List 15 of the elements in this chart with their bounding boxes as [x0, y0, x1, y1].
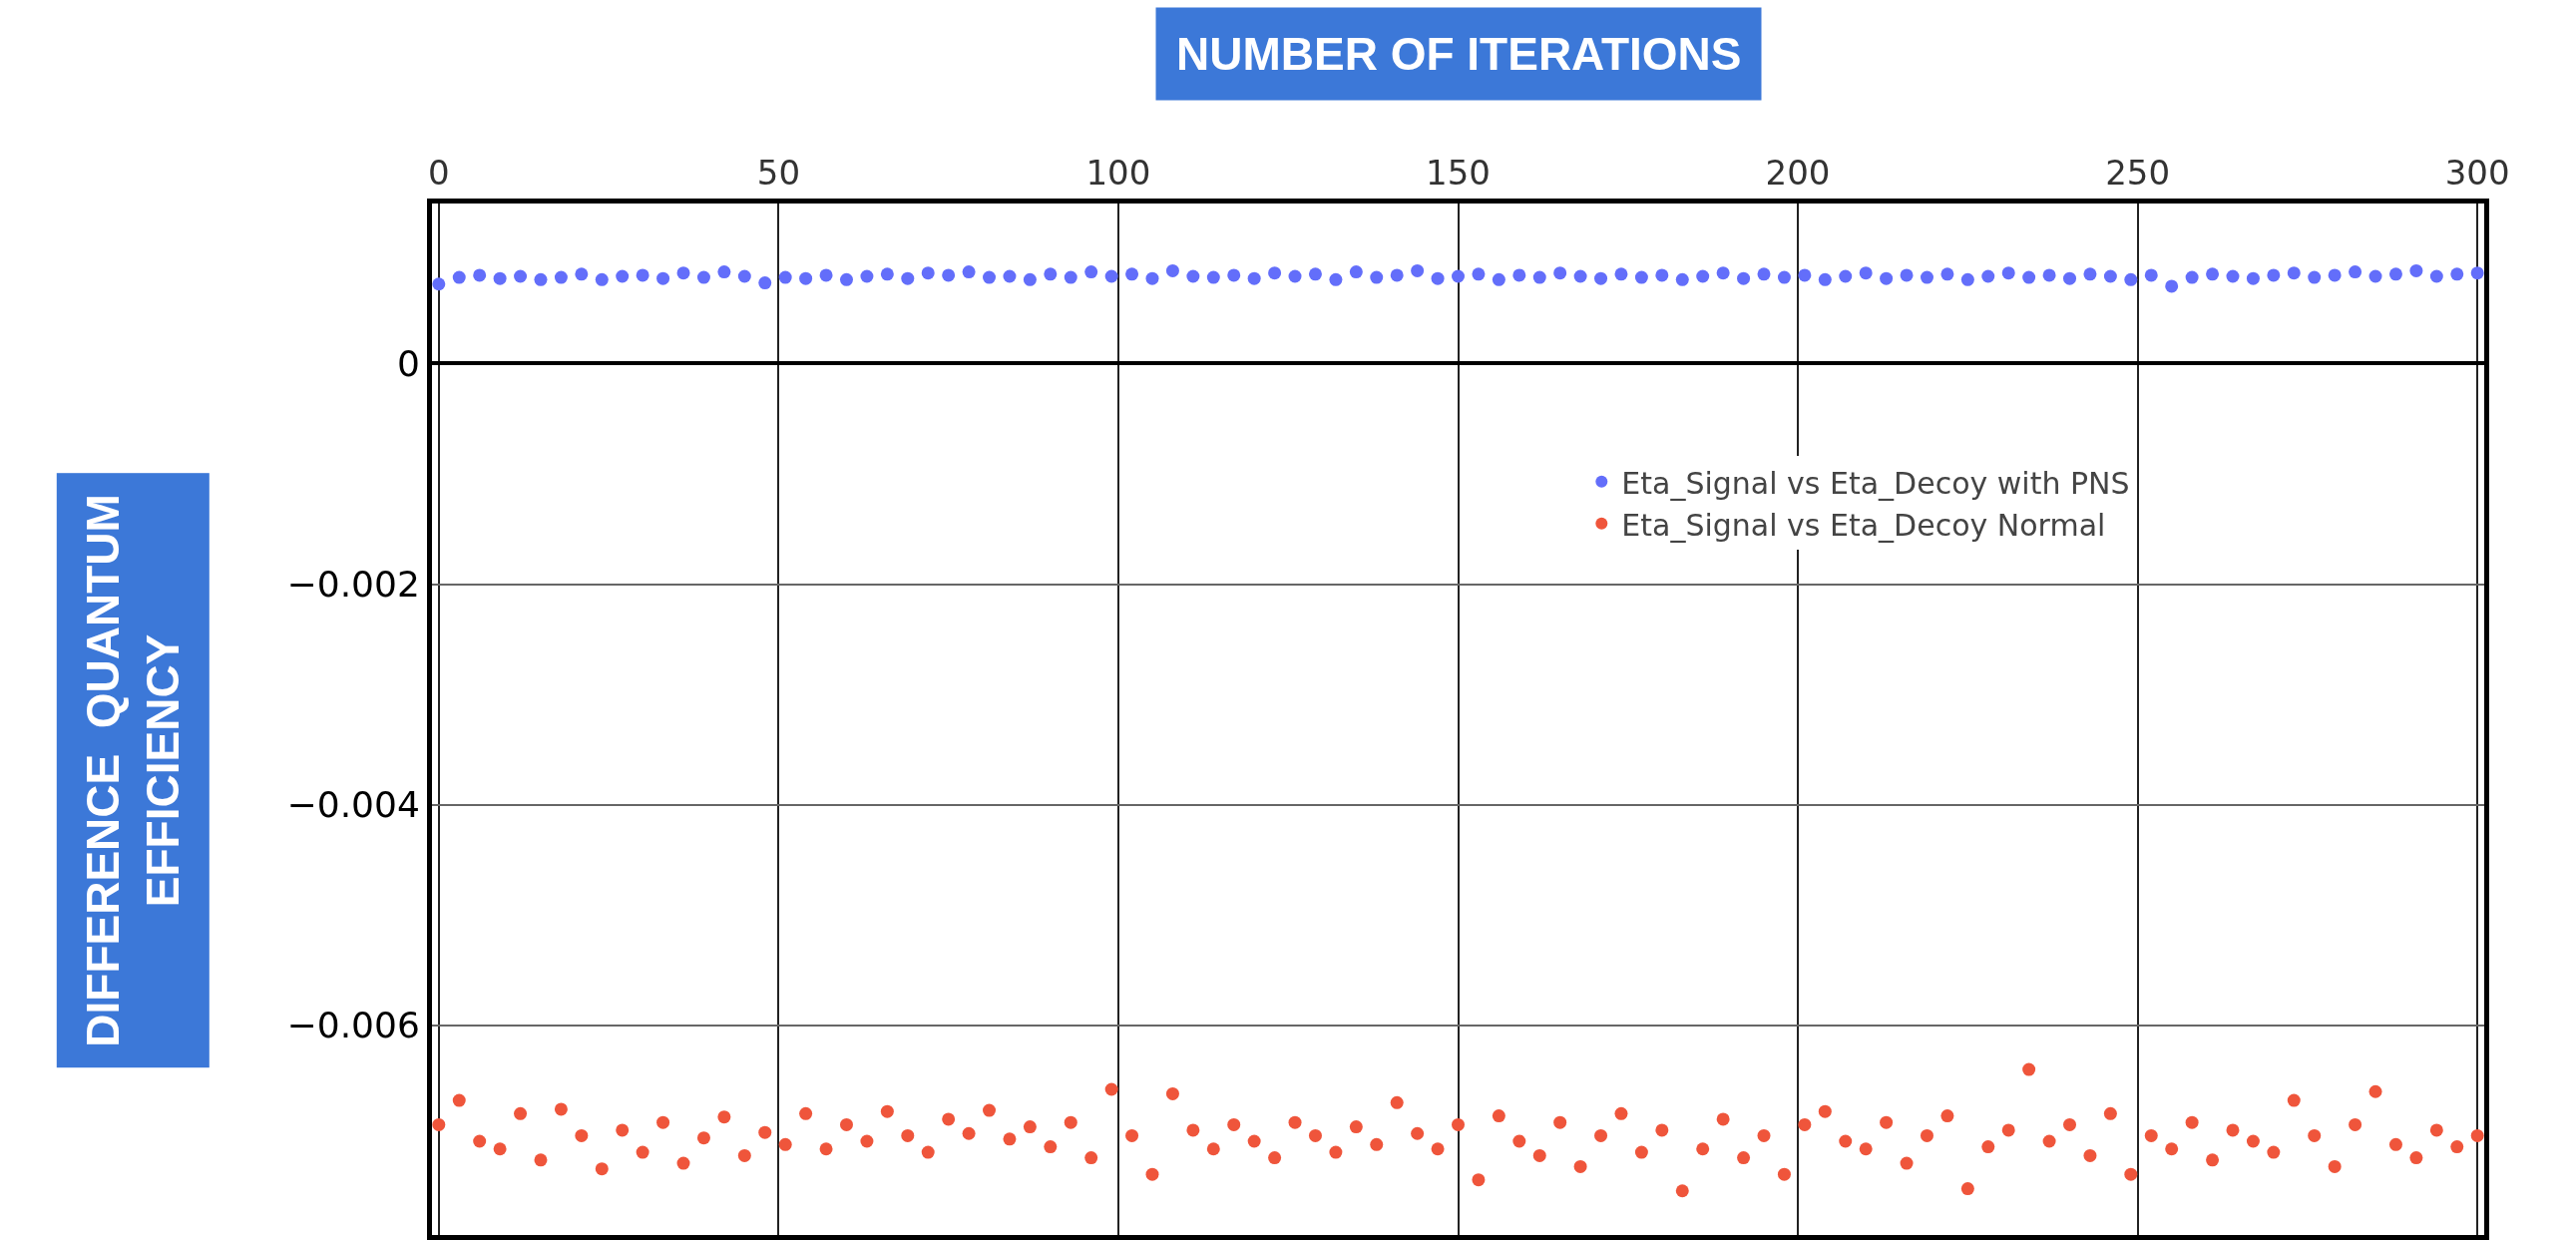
legend-label: Eta_Signal vs Eta_Decoy Normal — [1621, 507, 2106, 543]
x-tick-label: 0 — [427, 153, 450, 194]
y-tick-label: 0 — [396, 342, 420, 384]
x-tick-label: 50 — [756, 153, 800, 194]
x-tick-label: 100 — [1085, 153, 1151, 194]
x-axis-title: NUMBER OF ITERATIONS — [1176, 28, 1742, 80]
y-tick-label: −0.002 — [286, 564, 420, 606]
y-tick-label: −0.006 — [286, 1005, 420, 1046]
x-tick-label: 250 — [2105, 153, 2171, 194]
y-tick-label: −0.004 — [286, 784, 420, 826]
y-axis-title: DIFFERENCE QUANTUM EFFICIENCY — [77, 494, 190, 1047]
x-tick-label: 300 — [2444, 153, 2510, 194]
legend-label: Eta_Signal vs Eta_Decoy with PNS — [1621, 465, 2130, 501]
x-tick-label: 200 — [1765, 153, 1831, 194]
x-tick-label: 150 — [1426, 153, 1491, 194]
